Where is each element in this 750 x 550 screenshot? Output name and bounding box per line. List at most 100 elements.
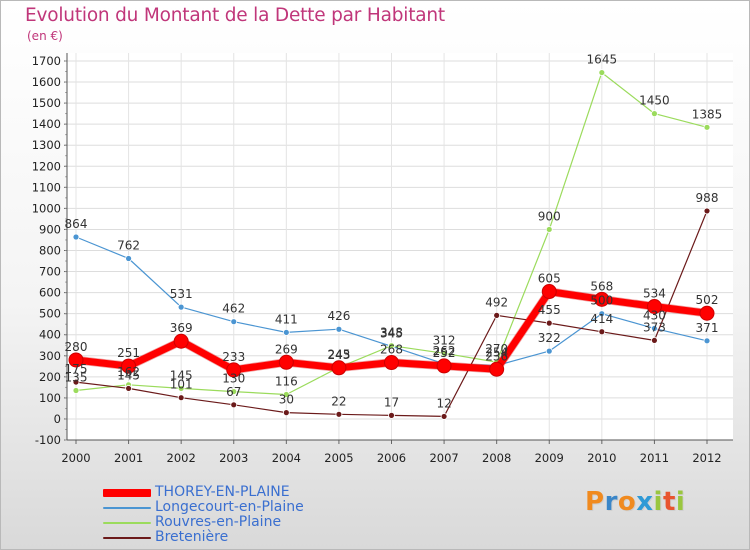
data-point-rouvres-en-plaine — [440, 349, 448, 357]
legend-swatch — [103, 537, 151, 539]
data-label-longecourt-en-plaine: 426 — [327, 309, 350, 323]
data-point-longecourt-en-plaine — [177, 303, 185, 311]
data-label-longecourt-en-plaine: 371 — [696, 321, 719, 335]
data-label-longecourt-en-plaine: 500 — [590, 294, 613, 308]
data-point-breteni-re — [440, 413, 448, 420]
data-label-rouvres-en-plaine: 116 — [275, 375, 298, 389]
x-tick-label: 2005 — [324, 451, 353, 465]
plot-area — [67, 53, 733, 440]
y-tick-label: -100 — [35, 433, 61, 447]
y-tick-label: 1700 — [32, 54, 61, 68]
chart-title: Evolution du Montant de la Dette par Hab… — [25, 5, 445, 26]
data-label-thorey-en-plaine: 236 — [485, 349, 508, 363]
data-label-breteni-re: 17 — [384, 395, 399, 409]
x-tick-label: 2008 — [482, 451, 511, 465]
data-label-longecourt-en-plaine: 411 — [275, 312, 298, 326]
x-tick-label: 2012 — [692, 451, 721, 465]
data-label-rouvres-en-plaine: 1645 — [587, 53, 618, 67]
data-label-thorey-en-plaine: 243 — [327, 348, 350, 362]
x-tick-label: 2009 — [535, 451, 564, 465]
data-point-rouvres-en-plaine — [282, 391, 290, 398]
data-point-thorey-en-plaine — [173, 333, 189, 349]
data-label-thorey-en-plaine: 268 — [380, 343, 403, 357]
data-point-longecourt-en-plaine — [125, 255, 132, 262]
data-label-thorey-en-plaine: 534 — [643, 287, 666, 301]
data-label-rouvres-en-plaine: 1385 — [692, 107, 723, 121]
data-label-rouvres-en-plaine: 245 — [327, 347, 350, 361]
data-label-longecourt-en-plaine: 864 — [65, 217, 88, 231]
data-point-thorey-en-plaine — [436, 358, 452, 374]
y-tick-label: 100 — [39, 391, 61, 405]
legend-swatch — [103, 522, 151, 524]
data-label-breteni-re: 988 — [696, 191, 719, 205]
data-point-breteni-re — [493, 311, 501, 319]
data-point-thorey-en-plaine — [489, 361, 505, 377]
data-point-breteni-re — [72, 378, 80, 386]
x-tick-label: 2007 — [429, 451, 458, 465]
data-label-breteni-re: 373 — [643, 320, 666, 334]
data-label-rouvres-en-plaine: 270 — [485, 342, 508, 356]
data-label-breteni-re: 67 — [226, 385, 241, 399]
data-label-breteni-re: 175 — [65, 362, 88, 376]
y-tick-label: 1400 — [32, 117, 61, 131]
data-label-rouvres-en-plaine: 130 — [222, 372, 245, 386]
data-label-thorey-en-plaine: 502 — [696, 293, 719, 307]
y-tick-label: 0 — [54, 412, 61, 426]
data-point-thorey-en-plaine — [121, 358, 137, 374]
data-point-rouvres-en-plaine — [177, 385, 185, 392]
data-point-rouvres-en-plaine — [72, 387, 80, 394]
data-label-breteni-re: 492 — [485, 295, 508, 309]
data-label-thorey-en-plaine: 269 — [275, 342, 298, 356]
y-tick-label: 1600 — [32, 75, 61, 89]
x-tick-label: 2006 — [377, 451, 406, 465]
y-tick-label: 500 — [39, 307, 61, 321]
legend-label: Longecourt-en-Plaine — [155, 499, 304, 515]
legend-label: Rouvres-en-Plaine — [155, 514, 282, 530]
legend-swatch — [103, 489, 151, 497]
data-label-breteni-re: 455 — [538, 303, 561, 317]
x-tick-label: 2004 — [272, 451, 301, 465]
data-point-longecourt-en-plaine — [335, 325, 343, 333]
data-point-thorey-en-plaine — [646, 299, 662, 315]
data-label-breteni-re: 30 — [279, 393, 294, 407]
data-label-thorey-en-plaine: 568 — [590, 279, 613, 293]
data-label-thorey-en-plaine: 369 — [170, 321, 193, 335]
data-label-rouvres-en-plaine: 135 — [65, 371, 88, 385]
chart-unit-label: (en €) — [27, 29, 63, 43]
y-tick-label: 200 — [39, 370, 61, 384]
data-label-longecourt-en-plaine: 262 — [433, 344, 456, 358]
y-tick-label: 900 — [39, 222, 61, 236]
data-label-rouvres-en-plaine: 348 — [380, 326, 403, 340]
data-point-thorey-en-plaine — [331, 360, 347, 376]
data-label-longecourt-en-plaine: 254 — [485, 345, 508, 359]
data-point-breteni-re — [230, 401, 238, 409]
data-point-thorey-en-plaine — [384, 355, 399, 371]
data-point-breteni-re — [125, 385, 132, 392]
data-point-longecourt-en-plaine — [545, 347, 553, 355]
data-label-thorey-en-plaine: 252 — [433, 346, 456, 360]
data-label-breteni-re: 145 — [117, 368, 140, 382]
data-point-longecourt-en-plaine — [230, 318, 238, 326]
y-tick-label: 400 — [39, 328, 61, 342]
data-point-rouvres-en-plaine — [651, 110, 658, 118]
y-tick-label: 1100 — [32, 180, 61, 194]
data-point-breteni-re — [177, 394, 185, 402]
x-tick-label: 2002 — [167, 451, 196, 465]
x-tick-label: 2010 — [587, 451, 616, 465]
y-tick-label: 600 — [39, 286, 61, 300]
x-tick-label: 2011 — [640, 451, 669, 465]
data-point-rouvres-en-plaine — [703, 123, 711, 131]
data-point-breteni-re — [282, 409, 290, 417]
data-label-longecourt-en-plaine: 430 — [643, 308, 666, 322]
data-label-rouvres-en-plaine: 162 — [117, 365, 140, 379]
data-label-thorey-en-plaine: 605 — [538, 272, 561, 286]
legend-label: THOREY-EN-PLAINE — [155, 484, 290, 500]
legend-label: Bretenière — [155, 529, 229, 545]
data-point-thorey-en-plaine — [594, 291, 610, 307]
data-label-rouvres-en-plaine: 145 — [170, 368, 193, 382]
data-point-breteni-re — [335, 410, 343, 418]
y-tick-label: 1300 — [32, 138, 61, 152]
data-point-breteni-re — [598, 328, 606, 336]
